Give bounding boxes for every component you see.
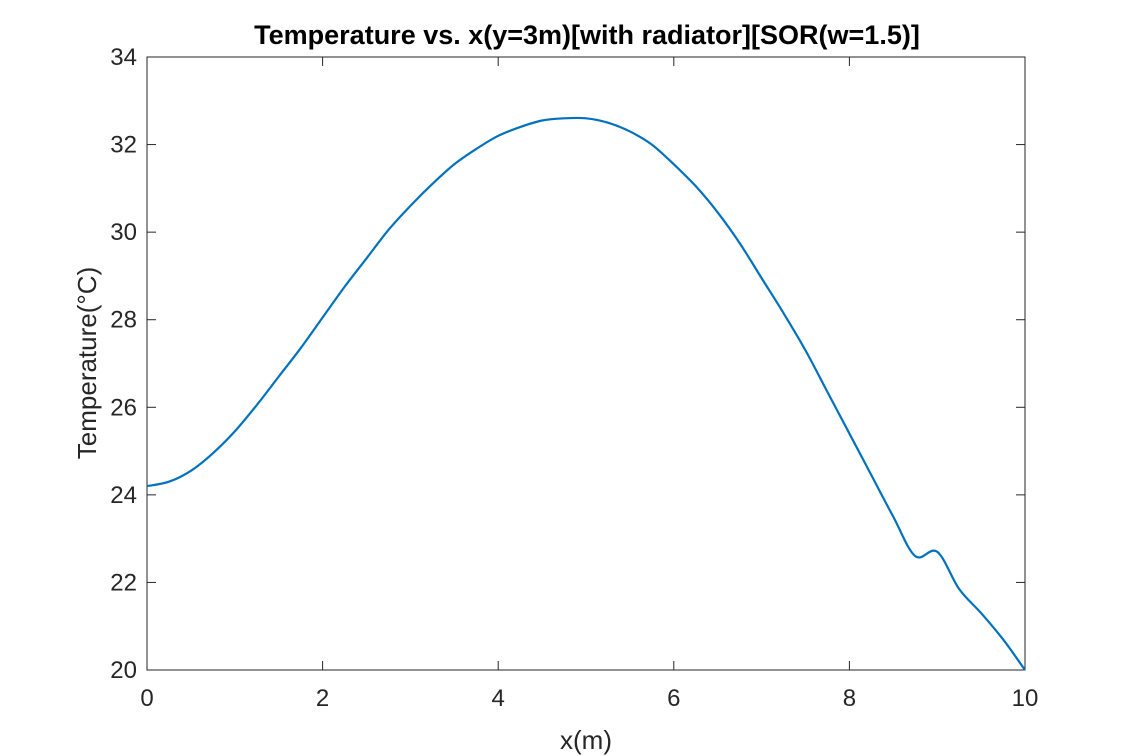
- y-tick-label: 20: [110, 657, 137, 684]
- series-layer: [146, 116, 1026, 671]
- x-tick-label: 4: [492, 685, 505, 712]
- y-tick-label: 26: [110, 394, 137, 421]
- plot-area-frame: [146, 56, 1026, 671]
- x-tick-label: 6: [667, 685, 680, 712]
- x-tick-label: 2: [316, 685, 329, 712]
- y-axis-label: Temperature(°C): [72, 267, 102, 459]
- x-axis-ticks: [146, 57, 1026, 670]
- x-tick-label: 8: [843, 685, 856, 712]
- x-tick-label: 10: [1012, 685, 1039, 712]
- y-tick-label: 32: [110, 132, 137, 159]
- y-tick-label: 34: [110, 44, 137, 71]
- chart-title: Temperature vs. x(y=3m)[with radiator][S…: [254, 20, 920, 50]
- y-tick-label: 30: [110, 219, 137, 246]
- y-axis-tick-labels: 20 22 24 26 28 30 32 34: [110, 44, 137, 684]
- y-axis-ticks: [147, 56, 1025, 671]
- x-axis-tick-labels: 0 2 4 6 8 10: [140, 685, 1038, 712]
- x-axis-label: x(m): [560, 725, 612, 755]
- y-tick-label: 22: [110, 569, 137, 596]
- y-tick-label: 28: [110, 307, 137, 334]
- y-tick-label: 24: [110, 482, 137, 509]
- x-tick-label: 0: [140, 685, 153, 712]
- temperature-series-line: [146, 116, 1026, 671]
